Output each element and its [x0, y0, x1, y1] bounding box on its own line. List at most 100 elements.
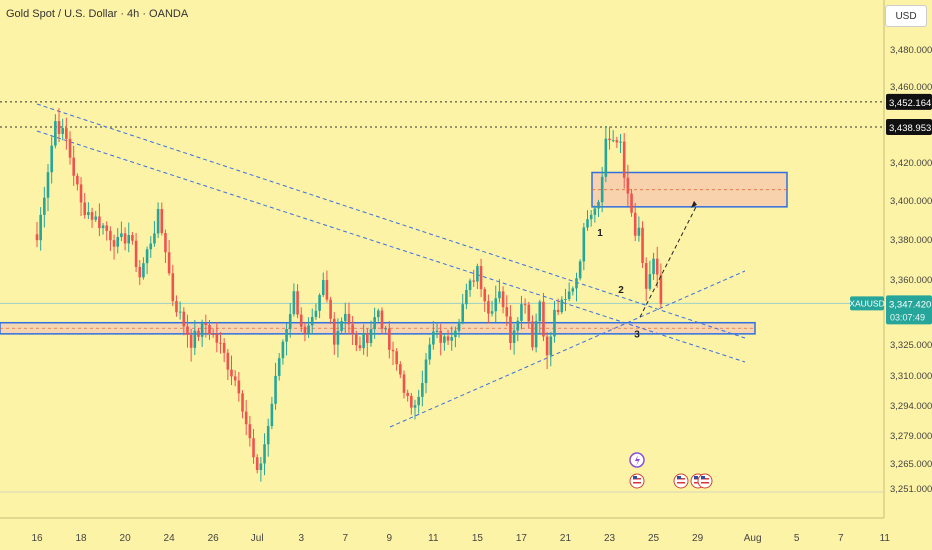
- candle-body: [575, 278, 578, 289]
- trendline[interactable]: [36, 130, 746, 363]
- candle-body: [310, 316, 314, 326]
- candle-body: [633, 212, 637, 236]
- candle-body: [134, 240, 138, 267]
- candle-body: [472, 280, 476, 282]
- candle-body: [76, 175, 79, 185]
- candle-body: [564, 299, 567, 301]
- candle-body: [35, 234, 39, 241]
- candle-body: [116, 237, 120, 247]
- candle-body: [343, 313, 347, 322]
- candle-body: [388, 328, 391, 350]
- candle-body: [593, 208, 597, 215]
- candle-body: [61, 128, 64, 134]
- candle-body: [402, 374, 406, 393]
- candle-body: [193, 330, 197, 348]
- candle-body: [241, 393, 244, 412]
- candle-body: [197, 330, 200, 337]
- price-tick-label: 3,380.000: [890, 235, 932, 246]
- price-tick-label: 3,251.000: [890, 484, 932, 495]
- time-tick-label: 7: [342, 533, 348, 544]
- symbol-tag-bg: [850, 296, 884, 311]
- candle-body: [72, 157, 75, 176]
- candle-body: [380, 310, 384, 329]
- candle-body: [156, 209, 160, 234]
- us-flag-canton: [677, 476, 681, 479]
- currency-button[interactable]: USD: [885, 5, 927, 27]
- candle-body: [329, 299, 332, 319]
- candle-body: [149, 243, 153, 250]
- candle-body: [487, 301, 490, 314]
- candle-body: [252, 438, 255, 458]
- candle-body: [94, 216, 98, 220]
- time-tick-label: 18: [75, 533, 87, 544]
- candle-body: [274, 375, 277, 404]
- candle-body: [600, 176, 604, 203]
- candle-body: [597, 202, 600, 209]
- candle-body: [615, 140, 619, 143]
- candle-body: [619, 141, 622, 143]
- candle-body: [413, 405, 417, 408]
- projection-path[interactable]: [639, 204, 698, 318]
- last-price-tag-bg: [886, 295, 932, 325]
- candle-body: [123, 233, 127, 244]
- candle-body: [479, 266, 483, 290]
- candle-body: [171, 273, 175, 302]
- price-tick-label: 3,460.000: [890, 82, 932, 93]
- candle-body: [582, 227, 586, 262]
- trendline[interactable]: [36, 103, 746, 339]
- candle-body: [153, 233, 156, 244]
- candle-body: [160, 209, 164, 234]
- candle-body: [54, 121, 57, 146]
- candle-body: [277, 358, 281, 376]
- candle-body: [443, 336, 446, 343]
- candle-body: [362, 333, 365, 349]
- candle-body: [648, 274, 652, 289]
- time-tick-label: 11: [880, 533, 891, 544]
- candle-body: [531, 321, 534, 348]
- candle-body: [105, 225, 109, 231]
- candle-body: [109, 230, 112, 241]
- us-flag-stripe: [701, 482, 709, 484]
- price-tick-label: 3,480.000: [890, 45, 932, 56]
- time-tick-label: 23: [604, 533, 616, 544]
- candle-body: [255, 457, 259, 470]
- time-tick-label: 5: [794, 533, 800, 544]
- candle-body: [655, 258, 659, 275]
- candle-body: [498, 291, 501, 299]
- candle-body: [167, 252, 171, 274]
- candle-body: [292, 291, 296, 315]
- candle-body: [138, 266, 142, 278]
- candle-body: [266, 426, 270, 445]
- lightning-icon-glyph: [635, 455, 640, 466]
- candle-body: [325, 280, 329, 300]
- support-zone[interactable]: [0, 321, 756, 335]
- candle-body: [321, 280, 325, 296]
- time-tick-label: Jul: [251, 533, 264, 544]
- candle-body: [545, 336, 549, 356]
- time-tick-label: 11: [428, 533, 439, 544]
- candle-body: [281, 341, 285, 359]
- us-flag-canton: [701, 476, 705, 479]
- candle-body: [369, 329, 373, 344]
- candle-body: [505, 307, 509, 317]
- candle-body: [417, 396, 420, 406]
- candle-body: [509, 316, 512, 343]
- candle-body: [395, 351, 398, 365]
- time-tick-label: 9: [387, 533, 393, 544]
- price-tick-label: 3,310.000: [890, 371, 932, 382]
- candle-body: [604, 138, 608, 177]
- wave-label: 1: [597, 228, 603, 239]
- trendline[interactable]: [389, 270, 746, 428]
- time-tick-label: Aug: [744, 533, 762, 544]
- candle-body: [626, 177, 630, 194]
- candle-body: [244, 411, 248, 425]
- candle-body: [454, 330, 457, 338]
- candle-body: [314, 310, 318, 317]
- candle-body: [87, 212, 90, 216]
- candle-body: [233, 376, 237, 381]
- time-tick-label: 24: [164, 533, 176, 544]
- candle-body: [652, 258, 655, 275]
- candle-body: [399, 364, 402, 375]
- candle-body: [248, 424, 252, 439]
